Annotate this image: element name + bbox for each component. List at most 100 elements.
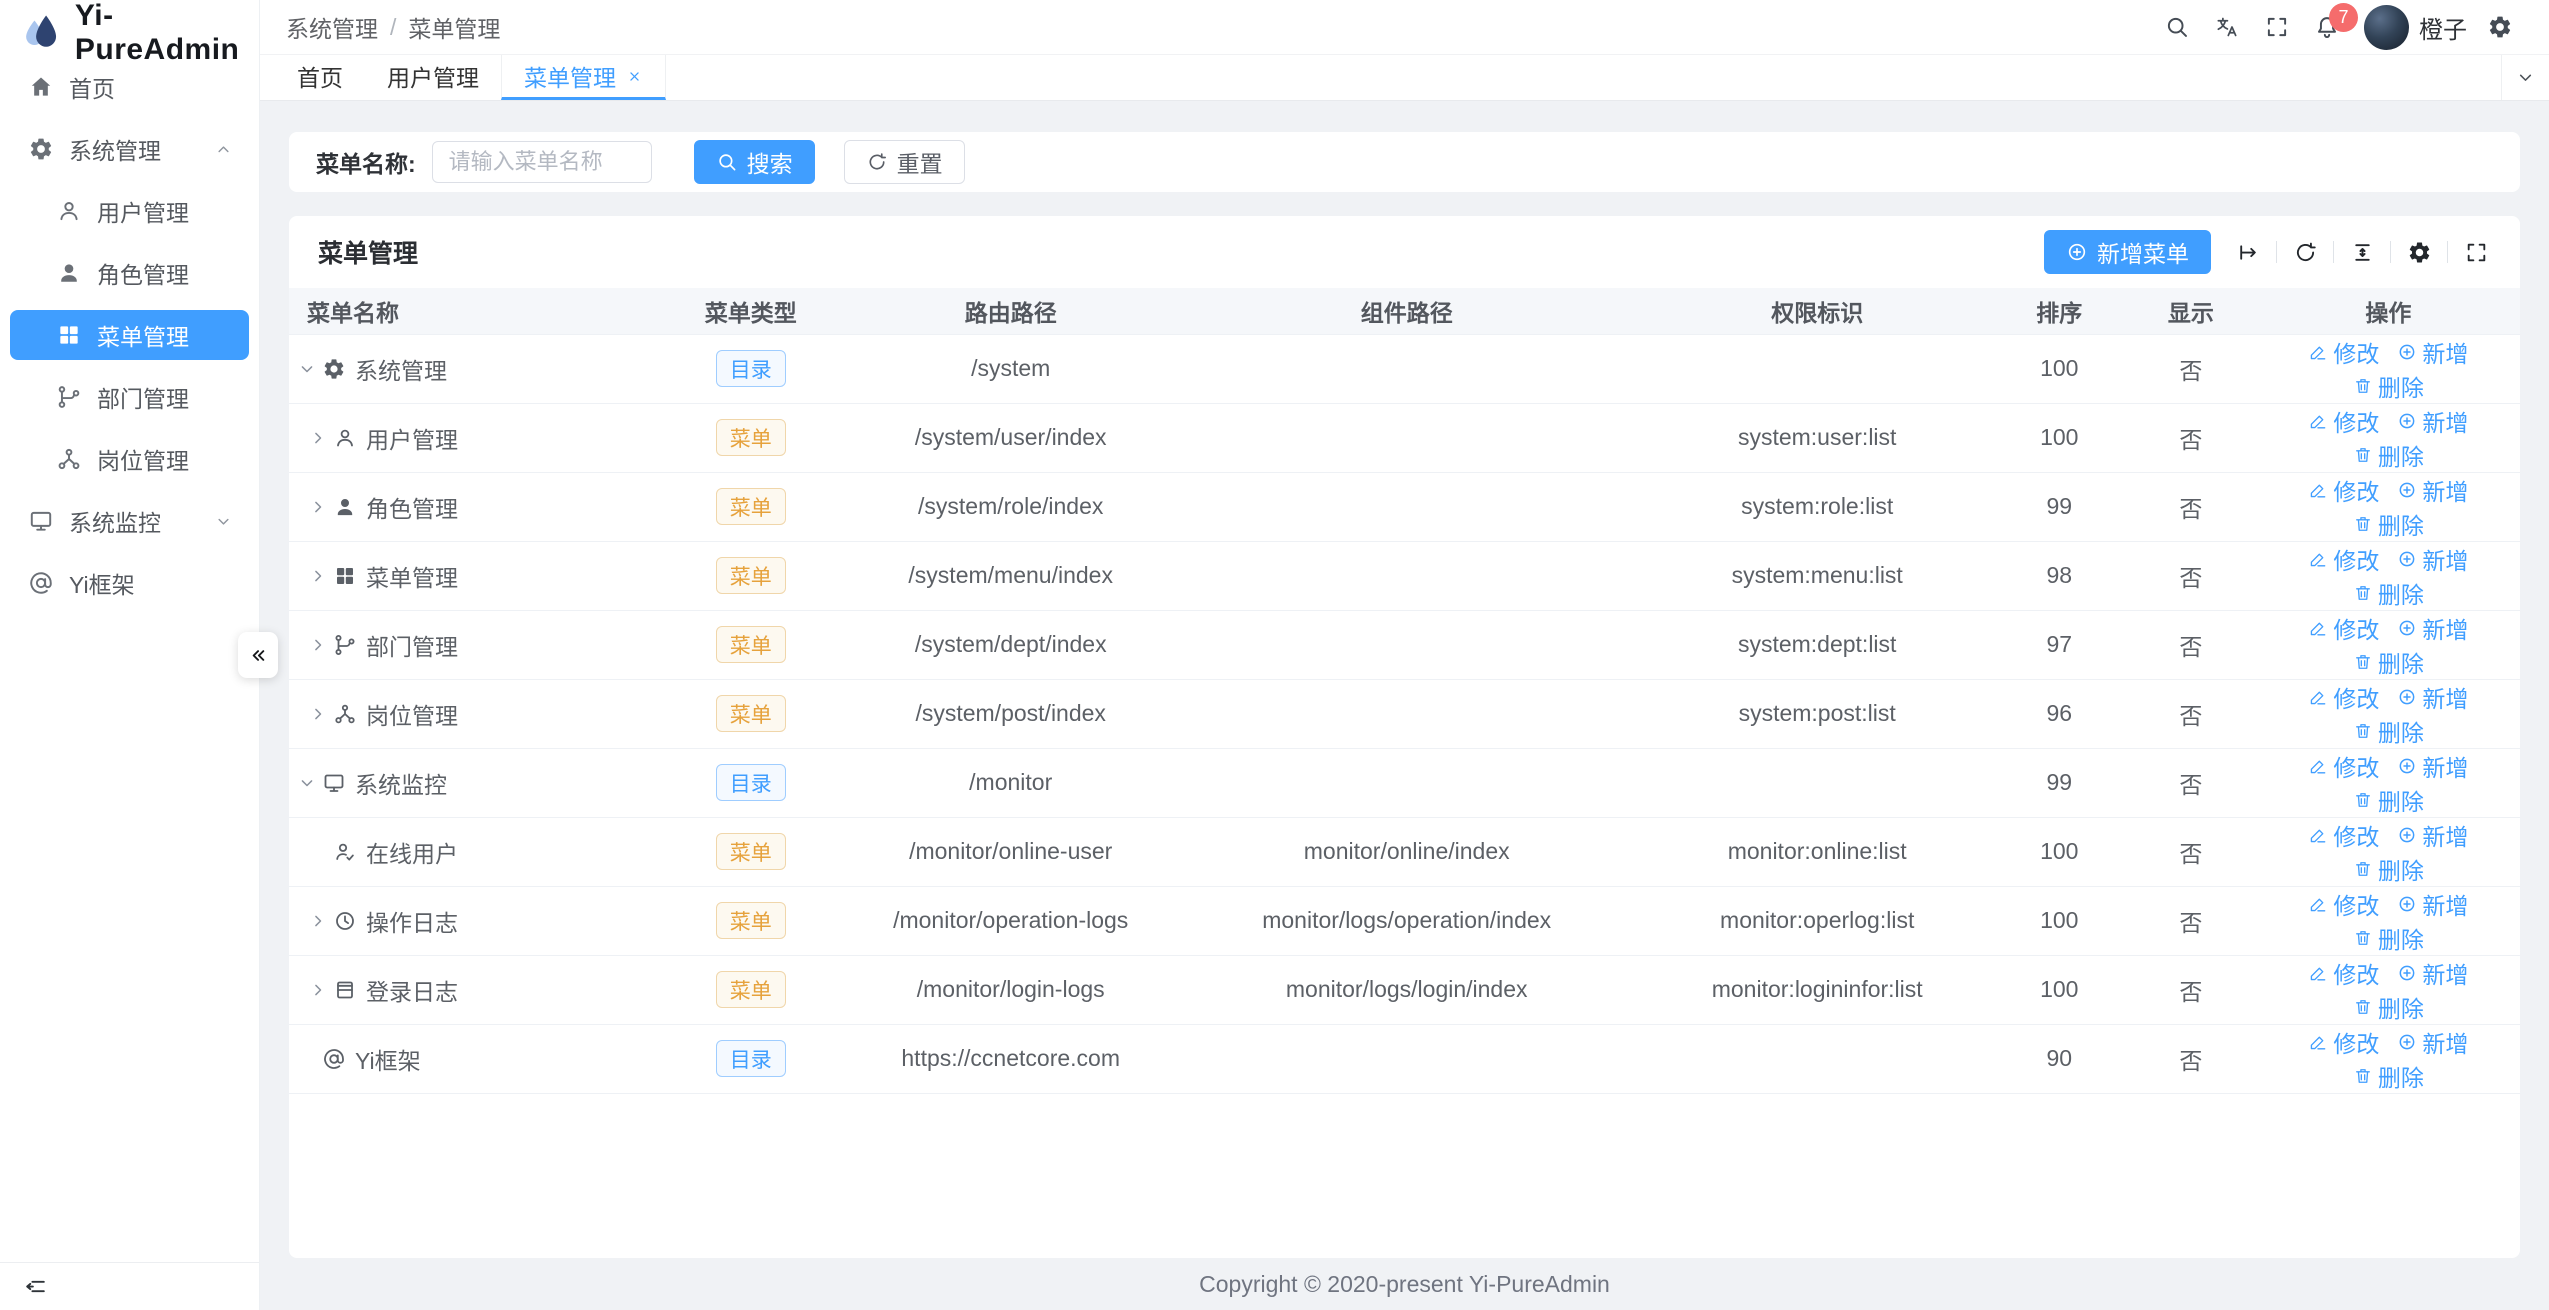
header-fullscreen-button[interactable]	[2254, 4, 2300, 50]
plus-circle-icon	[2399, 827, 2415, 842]
edit-link[interactable]: 修改	[2308, 749, 2379, 783]
add-link[interactable]: 新增	[2397, 611, 2468, 645]
chevron-down-icon[interactable]	[297, 773, 317, 793]
delete-link[interactable]: 删除	[2353, 783, 2424, 817]
delete-link[interactable]: 删除	[2353, 714, 2424, 748]
table-row: 登录日志 菜单/monitor/login-logs monitor/logs/lo…	[289, 955, 2520, 1025]
permission-id	[1640, 748, 1994, 818]
edit-link[interactable]: 修改	[2308, 680, 2379, 714]
tab-user[interactable]: 用户管理	[365, 55, 501, 100]
component-path	[1172, 748, 1641, 818]
add-link[interactable]: 新增	[2397, 542, 2468, 576]
sidebar-item-label: 系统监控	[69, 510, 161, 536]
edit-link[interactable]: 修改	[2308, 818, 2379, 852]
edit-link[interactable]: 修改	[2308, 335, 2379, 369]
add-link[interactable]: 新增	[2397, 335, 2468, 369]
main-area: 系统管理 / 菜单管理 7 橙子 首页 用户管理 菜单管理 菜单名	[260, 0, 2549, 1310]
menu-name-cell: 系统监控	[289, 766, 653, 800]
sidebar-item-post[interactable]: 岗位管理	[10, 434, 249, 484]
visible-value: 否	[2125, 955, 2257, 1025]
user-icon	[60, 202, 78, 221]
edit-label: 修改	[2333, 547, 2380, 574]
app-logo-icon	[26, 15, 57, 47]
edit-link[interactable]: 修改	[2308, 887, 2379, 921]
close-tab-icon[interactable]	[626, 68, 643, 85]
edit-link[interactable]: 修改	[2308, 1025, 2379, 1059]
toolbar-arrow-bar-right-button[interactable]	[2233, 237, 2263, 267]
sidebar-item-yi[interactable]: Yi框架	[10, 558, 249, 608]
toolbar-density-button[interactable]	[2347, 237, 2377, 267]
add-link[interactable]: 新增	[2397, 749, 2468, 783]
edit-link[interactable]: 修改	[2308, 542, 2379, 576]
breadcrumb-item[interactable]: 系统管理	[286, 16, 378, 42]
toolbar-gear-button[interactable]	[2404, 237, 2434, 267]
add-menu-button[interactable]: 新增菜单	[2044, 230, 2211, 274]
add-link[interactable]: 新增	[2397, 680, 2468, 714]
user-name[interactable]: 橙子	[2419, 16, 2467, 44]
header-translate-button[interactable]	[2204, 4, 2250, 50]
delete-link[interactable]: 删除	[2353, 576, 2424, 610]
menu-name: 角色管理	[366, 495, 458, 522]
sidebar-item-menu[interactable]: 菜单管理	[10, 310, 249, 360]
dept-icon	[335, 634, 355, 655]
add-link[interactable]: 新增	[2397, 818, 2468, 852]
add-link[interactable]: 新增	[2397, 887, 2468, 921]
delete-label: 删除	[2377, 581, 2424, 608]
table-row: 操作日志 菜单/monitor/operation-logs monitor/log…	[289, 886, 2520, 956]
table-card-header: 菜单管理 新增菜单	[289, 216, 2520, 288]
header-notification-button[interactable]: 7	[2304, 3, 2358, 50]
chevron-down-icon[interactable]	[297, 359, 317, 379]
delete-link[interactable]: 删除	[2353, 369, 2424, 403]
edit-link[interactable]: 修改	[2308, 473, 2379, 507]
sidebar-item-home[interactable]: 首页	[10, 62, 249, 112]
edit-link[interactable]: 修改	[2308, 611, 2379, 645]
delete-link[interactable]: 删除	[2353, 921, 2424, 955]
chevron-right-icon[interactable]	[308, 635, 328, 655]
online-user-icon	[336, 843, 354, 860]
chevron-right-icon[interactable]	[308, 497, 328, 517]
tab-home[interactable]: 首页	[275, 55, 365, 100]
chevron-right-icon[interactable]	[308, 980, 328, 1000]
edit-link[interactable]: 修改	[2308, 956, 2379, 990]
sidebar-item-user[interactable]: 用户管理	[10, 186, 249, 236]
delete-link[interactable]: 删除	[2353, 645, 2424, 679]
delete-link[interactable]: 删除	[2353, 507, 2424, 541]
toolbar-refresh-button[interactable]	[2290, 237, 2320, 267]
chevron-right-icon[interactable]	[308, 911, 328, 931]
sidebar-collapse-handle[interactable]	[238, 632, 278, 678]
delete-link[interactable]: 删除	[2353, 1059, 2424, 1093]
tab-overflow-button[interactable]	[2501, 55, 2549, 100]
sidebar-item-role[interactable]: 角色管理	[10, 248, 249, 298]
add-link[interactable]: 新增	[2397, 1025, 2468, 1059]
sidebar-item-dept[interactable]: 部门管理	[10, 372, 249, 422]
header-search-button[interactable]	[2154, 4, 2200, 50]
menu-fold-icon[interactable]	[20, 1272, 50, 1302]
edit-link[interactable]: 修改	[2308, 404, 2379, 438]
toolbar-fullscreen-button[interactable]	[2461, 237, 2491, 267]
tab-menu[interactable]: 菜单管理	[501, 55, 666, 100]
plus-circle-icon	[2399, 965, 2415, 980]
add-link[interactable]: 新增	[2397, 956, 2468, 990]
route-path: /system/user/index	[848, 403, 1173, 473]
route-path: /monitor/operation-logs	[848, 886, 1173, 956]
menu-name-input[interactable]	[431, 141, 652, 183]
delete-link[interactable]: 删除	[2353, 852, 2424, 886]
add-link[interactable]: 新增	[2397, 404, 2468, 438]
plus-circle-icon	[2399, 896, 2415, 911]
delete-link[interactable]: 删除	[2353, 990, 2424, 1024]
chevron-right-icon[interactable]	[308, 428, 328, 448]
sidebar-item-system[interactable]: 系统管理	[10, 124, 249, 174]
reset-button[interactable]: 重置	[843, 140, 965, 184]
trash-icon	[2355, 930, 2370, 945]
add-link[interactable]: 新增	[2397, 473, 2468, 507]
chevron-right-icon[interactable]	[308, 704, 328, 724]
chevron-right-icon[interactable]	[308, 566, 328, 586]
header-settings-button[interactable]	[2477, 4, 2523, 50]
sidebar-item-monitor[interactable]: 系统监控	[10, 496, 249, 546]
sidebar-item-label: 岗位管理	[97, 448, 189, 474]
avatar[interactable]	[2364, 4, 2409, 50]
delete-link[interactable]: 删除	[2353, 438, 2424, 472]
search-button[interactable]: 搜索	[693, 140, 815, 184]
add-label: 新增	[2422, 961, 2469, 988]
table-toolbar	[2233, 237, 2491, 267]
